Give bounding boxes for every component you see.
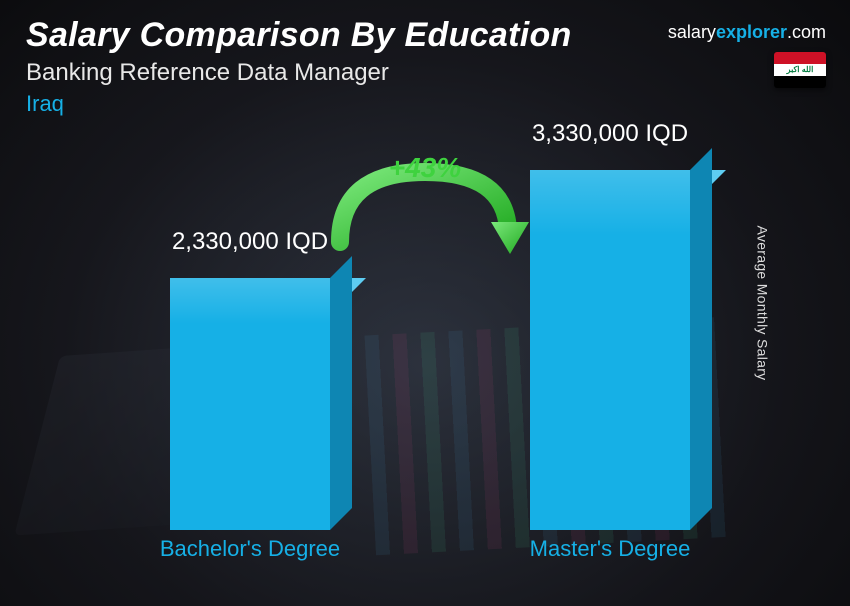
bar-category-label: Master's Degree: [480, 536, 740, 562]
brand-logo: salaryexplorer.com: [668, 22, 826, 43]
bar-group-bachelors: 2,330,000 IQD: [150, 278, 350, 530]
country-label: Iraq: [26, 91, 830, 117]
brand-prefix: salary: [668, 22, 716, 42]
bar-chart: +43% 2,330,000 IQD Bachelor's Degree 3,3…: [60, 140, 790, 566]
bar-value-label: 3,330,000 IQD: [480, 120, 740, 148]
bar-3d: [170, 278, 330, 530]
brand-suffix: .com: [787, 22, 826, 42]
flag-stripe-bot: [774, 76, 826, 88]
bar-3d: [530, 170, 690, 530]
flag-script: الله اكبر: [774, 64, 826, 76]
bar-group-masters: 3,330,000 IQD: [510, 170, 710, 530]
infographic-container: Salary Comparison By Education Banking R…: [0, 0, 850, 606]
bar-category-label: Bachelor's Degree: [120, 536, 380, 562]
bar-value-label: 2,330,000 IQD: [120, 228, 380, 256]
brand-mid: explorer: [716, 22, 787, 42]
subtitle: Banking Reference Data Manager: [26, 59, 830, 87]
percent-increase-label: +43%: [389, 152, 461, 184]
country-flag-icon: الله اكبر: [774, 52, 826, 88]
flag-stripe-top: [774, 52, 826, 64]
